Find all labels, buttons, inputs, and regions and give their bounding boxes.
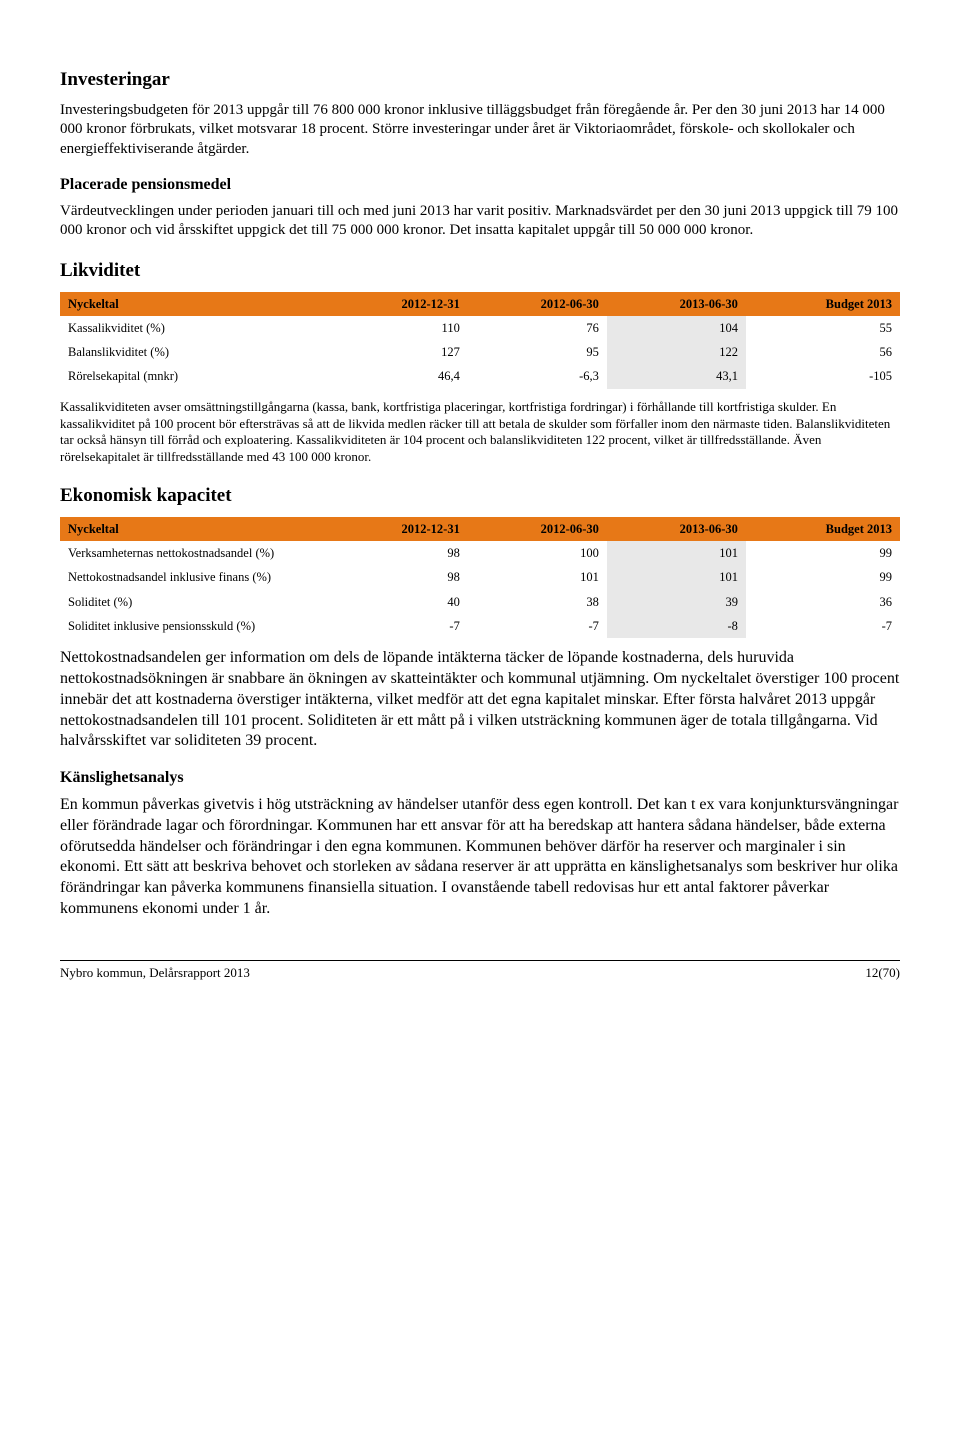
table-row: Kassalikviditet (%)1107610455 [60, 316, 900, 340]
cell-value: 38 [468, 590, 607, 614]
heading-kanslighet: Känslighetsanalys [60, 768, 900, 789]
heading-investeringar: Investeringar [60, 68, 900, 93]
col-header: 2012-06-30 [468, 517, 607, 541]
cell-value: 98 [329, 541, 468, 565]
para-ekonomisk-after: Nettokostnadsandelen ger information om … [60, 648, 900, 752]
table-row: Rörelsekapital (mnkr)46,4-6,343,1-105 [60, 364, 900, 388]
cell-value: -105 [746, 364, 900, 388]
cell-value: 127 [329, 340, 468, 364]
page-footer: Nybro kommun, Delårsrapport 2013 12(70) [60, 960, 900, 982]
row-label: Soliditet inklusive pensionsskuld (%) [60, 614, 329, 638]
footer-right: 12(70) [865, 965, 900, 982]
para-investeringar: Investeringsbudgeten för 2013 uppgår til… [60, 101, 900, 160]
heading-pension: Placerade pensionsmedel [60, 175, 900, 196]
cell-value: -8 [607, 614, 746, 638]
table-row: Verksamheternas nettokostnadsandel (%)98… [60, 541, 900, 565]
col-header: Budget 2013 [746, 292, 900, 316]
row-label: Rörelsekapital (mnkr) [60, 364, 329, 388]
table-likviditet: Nyckeltal2012-12-312012-06-302013-06-30B… [60, 292, 900, 389]
cell-value: 40 [329, 590, 468, 614]
col-header: Nyckeltal [60, 292, 329, 316]
col-header: 2012-06-30 [468, 292, 607, 316]
table-header-row: Nyckeltal2012-12-312012-06-302013-06-30B… [60, 292, 900, 316]
table-row: Soliditet inklusive pensionsskuld (%)-7-… [60, 614, 900, 638]
footer-left: Nybro kommun, Delårsrapport 2013 [60, 965, 250, 982]
table-row: Balanslikviditet (%)1279512256 [60, 340, 900, 364]
cell-value: -7 [746, 614, 900, 638]
cell-value: 110 [329, 316, 468, 340]
cell-value: 98 [329, 565, 468, 589]
row-label: Verksamheternas nettokostnadsandel (%) [60, 541, 329, 565]
heading-ekonomisk: Ekonomisk kapacitet [60, 484, 900, 509]
col-header: 2013-06-30 [607, 517, 746, 541]
cell-value: 101 [607, 541, 746, 565]
col-header: Nyckeltal [60, 517, 329, 541]
cell-value: 95 [468, 340, 607, 364]
col-header: 2013-06-30 [607, 292, 746, 316]
cell-value: 36 [746, 590, 900, 614]
para-kanslighet: En kommun påverkas givetvis i hög utsträ… [60, 795, 900, 920]
cell-value: 101 [607, 565, 746, 589]
cell-value: 100 [468, 541, 607, 565]
cell-value: 99 [746, 541, 900, 565]
cell-value: -7 [329, 614, 468, 638]
cell-value: 39 [607, 590, 746, 614]
para-pension: Värdeutvecklingen under perioden januari… [60, 202, 900, 241]
cell-value: 55 [746, 316, 900, 340]
col-header: 2012-12-31 [329, 517, 468, 541]
heading-likviditet: Likviditet [60, 259, 900, 284]
cell-value: -7 [468, 614, 607, 638]
table-ekonomisk: Nyckeltal2012-12-312012-06-302013-06-30B… [60, 517, 900, 638]
cell-value: 76 [468, 316, 607, 340]
table-row: Soliditet (%)40383936 [60, 590, 900, 614]
table-row: Nettokostnadsandel inklusive finans (%)9… [60, 565, 900, 589]
para-likviditet-after: Kassalikviditeten avser omsättningstillg… [60, 399, 900, 467]
cell-value: 101 [468, 565, 607, 589]
cell-value: -6,3 [468, 364, 607, 388]
cell-value: 56 [746, 340, 900, 364]
cell-value: 122 [607, 340, 746, 364]
row-label: Kassalikviditet (%) [60, 316, 329, 340]
cell-value: 46,4 [329, 364, 468, 388]
row-label: Soliditet (%) [60, 590, 329, 614]
cell-value: 99 [746, 565, 900, 589]
table-header-row: Nyckeltal2012-12-312012-06-302013-06-30B… [60, 517, 900, 541]
col-header: 2012-12-31 [329, 292, 468, 316]
cell-value: 43,1 [607, 364, 746, 388]
row-label: Balanslikviditet (%) [60, 340, 329, 364]
row-label: Nettokostnadsandel inklusive finans (%) [60, 565, 329, 589]
col-header: Budget 2013 [746, 517, 900, 541]
cell-value: 104 [607, 316, 746, 340]
